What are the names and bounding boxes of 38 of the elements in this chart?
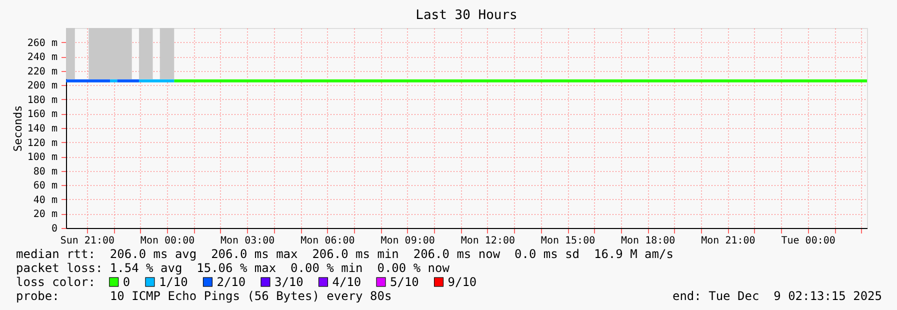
y-tick-label: 100 m — [27, 152, 58, 164]
x-tick-label: Mon 06:00 — [300, 236, 355, 246]
legend-label: 4/10 — [332, 275, 362, 289]
legend-title: loss color: — [16, 275, 96, 289]
text: probe: 10 ICMP Echo Pings (56 Bytes) every 80s — [16, 289, 392, 303]
legend-label: 9/10 — [448, 275, 477, 289]
y-tick-label: 200 m — [27, 80, 58, 92]
legend-label: 2/10 — [216, 275, 246, 289]
x-tick-label: Mon 12:00 — [460, 236, 516, 246]
y-tick-label: 180 m — [27, 94, 58, 106]
y-axis-title: Seconds — [11, 105, 24, 152]
x-tick-label: Mon 15:00 — [540, 236, 596, 246]
x-tick-label: Mon 09:00 — [380, 236, 435, 246]
legend-label: 1/10 — [158, 275, 188, 289]
y-tick-label: 0 — [51, 224, 58, 234]
x-tick-label: Sun 21:00 — [60, 236, 115, 246]
y-tick-label: 220 m — [27, 66, 58, 78]
y-tick-label: 120 m — [27, 138, 58, 149]
x-tick-label: Mon 18:00 — [621, 236, 676, 246]
y-tick-label: 260 m — [27, 38, 58, 49]
y-tick-label: 140 m — [27, 124, 58, 134]
x-tick-label: Mon 00:00 — [140, 236, 195, 246]
legend-label: 3/10 — [274, 275, 304, 289]
y-tick-label: 40 m — [33, 194, 58, 206]
y-tick-label: 160 m — [27, 109, 58, 120]
y-tick-label: 20 m — [33, 209, 58, 220]
chart-title: Last 30 Hours — [416, 8, 518, 23]
text: end: Tue Dec 9 02:13:15 2025 — [672, 289, 882, 303]
x-tick-label: Tue 00:00 — [781, 236, 836, 246]
x-tick-label: Mon 03:00 — [220, 236, 275, 246]
text: median rtt: 206.0 ms avg 206.0 ms max 206.0 ms min 206.0 ms now 0.0 ms sd 16.9 M am/s — [16, 247, 674, 261]
legend-label: 5/10 — [390, 275, 419, 289]
y-tick-label: 80 m — [33, 166, 58, 178]
y-tick-label: 60 m — [33, 180, 58, 192]
text: packet loss: 1.54 % avg 15.06 % max 0.00 % min 0.00 % now — [16, 261, 450, 275]
x-tick-label: Mon 21:00 — [701, 236, 756, 246]
legend-label: 0 — [122, 275, 130, 289]
y-tick-label: 240 m — [27, 52, 58, 64]
